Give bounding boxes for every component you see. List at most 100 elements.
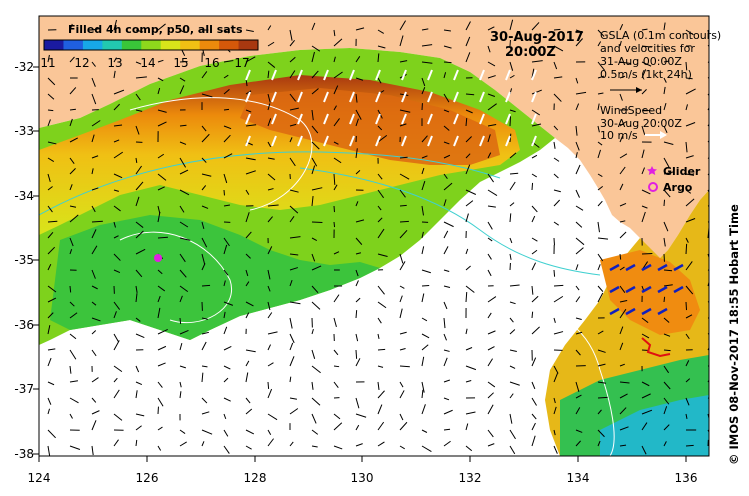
velocity-arrow xyxy=(685,360,690,367)
velocity-arrow xyxy=(267,344,271,351)
velocity-arrow xyxy=(223,29,230,34)
velocity-arrow xyxy=(289,376,292,383)
velocity-arrow xyxy=(47,231,54,239)
velocity-arrow xyxy=(113,377,118,383)
velocity-arrow xyxy=(597,237,609,240)
velocity-arrow xyxy=(355,170,361,175)
wind-arrow xyxy=(271,69,277,81)
velocity-arrow xyxy=(267,25,272,31)
velocity-arrow xyxy=(355,424,360,431)
wind-arrow xyxy=(427,113,433,125)
y-tick-label: -35 xyxy=(14,253,34,267)
velocity-arrow xyxy=(465,136,472,143)
velocity-arrow xyxy=(91,168,94,175)
velocity-arrow xyxy=(619,75,626,79)
velocity-arrow xyxy=(311,125,319,134)
velocity-arrow xyxy=(69,23,73,31)
velocity-arrow xyxy=(399,253,404,264)
velocity-arrow xyxy=(657,263,668,272)
velocity-arrow xyxy=(399,285,405,289)
velocity-arrow xyxy=(333,381,339,389)
velocity-arrow xyxy=(465,118,468,127)
velocity-arrow xyxy=(157,397,164,407)
velocity-arrow xyxy=(289,56,296,63)
velocity-arrow xyxy=(113,389,120,399)
credit-text: © IMOS 08-Nov-2017 18:55 Hobart Time xyxy=(727,204,741,465)
velocity-arrow xyxy=(641,61,652,67)
velocity-arrow xyxy=(685,29,694,36)
velocity-arrow xyxy=(421,293,425,303)
velocity-arrow xyxy=(619,299,628,303)
velocity-arrow xyxy=(487,429,494,438)
velocity-arrow xyxy=(641,189,651,195)
velocity-arrow xyxy=(663,60,670,63)
velocity-arrow xyxy=(157,23,166,31)
velocity-arrow xyxy=(355,109,362,120)
velocity-arrow xyxy=(685,61,688,71)
colorbar-tick-label: 16 xyxy=(204,56,219,70)
velocity-arrow xyxy=(465,21,471,31)
velocity-arrow xyxy=(113,124,123,127)
velocity-arrow xyxy=(685,413,688,419)
velocity-arrow xyxy=(685,155,694,159)
argo-marker xyxy=(154,254,162,262)
velocity-arrow xyxy=(685,218,696,223)
velocity-arrow xyxy=(377,77,382,84)
velocity-arrow xyxy=(663,284,673,287)
velocity-arrow xyxy=(685,77,693,80)
velocity-arrow xyxy=(333,221,336,228)
velocity-arrow xyxy=(289,408,299,415)
velocity-arrow xyxy=(553,445,558,454)
y-tick-label: -34 xyxy=(14,189,34,203)
velocity-arrow xyxy=(443,125,450,131)
velocity-arrow xyxy=(377,173,383,180)
velocity-arrow xyxy=(443,379,450,383)
velocity-arrow xyxy=(399,173,410,180)
velocity-arrow xyxy=(179,29,186,34)
velocity-arrow xyxy=(421,381,425,393)
velocity-arrow xyxy=(267,118,272,127)
velocity-arrow xyxy=(355,333,359,342)
velocity-arrow xyxy=(135,248,146,255)
velocity-arrow xyxy=(223,153,233,159)
velocity-arrow xyxy=(113,173,123,179)
velocity-arrow xyxy=(333,251,340,255)
velocity-arrow xyxy=(487,134,491,143)
velocity-arrow xyxy=(531,397,537,406)
velocity-arrow xyxy=(399,20,407,31)
info-line: and velocities for xyxy=(600,42,695,55)
velocity-arrow xyxy=(575,91,587,95)
colorbar-tick-label: 12 xyxy=(74,56,89,70)
colorbar-segment xyxy=(121,40,142,50)
velocity-arrow xyxy=(597,349,606,353)
velocity-arrow xyxy=(399,60,408,63)
velocity-arrow xyxy=(69,312,78,319)
wind-arrow xyxy=(323,69,329,81)
velocity-arrow xyxy=(289,216,295,223)
wind-arrow xyxy=(401,113,407,125)
velocity-arrow xyxy=(311,429,319,435)
velocity-arrow xyxy=(421,317,428,322)
velocity-arrow xyxy=(487,296,497,303)
velocity-arrow xyxy=(663,296,666,303)
velocity-arrow xyxy=(245,360,250,367)
velocity-arrow xyxy=(553,365,559,374)
velocity-arrow xyxy=(355,237,363,245)
velocity-arrow xyxy=(609,263,620,272)
colorbar-segment xyxy=(160,40,181,50)
velocity-arrow xyxy=(443,29,451,32)
velocity-arrow xyxy=(487,221,493,230)
velocity-arrow xyxy=(311,397,321,406)
velocity-arrow xyxy=(553,295,564,303)
velocity-arrow xyxy=(487,330,496,335)
velocity-arrow xyxy=(487,189,498,197)
velocity-arrow xyxy=(685,333,690,340)
velocity-arrow xyxy=(575,394,582,399)
velocity-arrow xyxy=(531,22,540,31)
velocity-arrow xyxy=(355,27,365,31)
velocity-arrow xyxy=(509,213,512,223)
velocity-arrow xyxy=(575,141,580,151)
velocity-arrow xyxy=(333,294,340,303)
velocity-arrow xyxy=(157,362,166,367)
